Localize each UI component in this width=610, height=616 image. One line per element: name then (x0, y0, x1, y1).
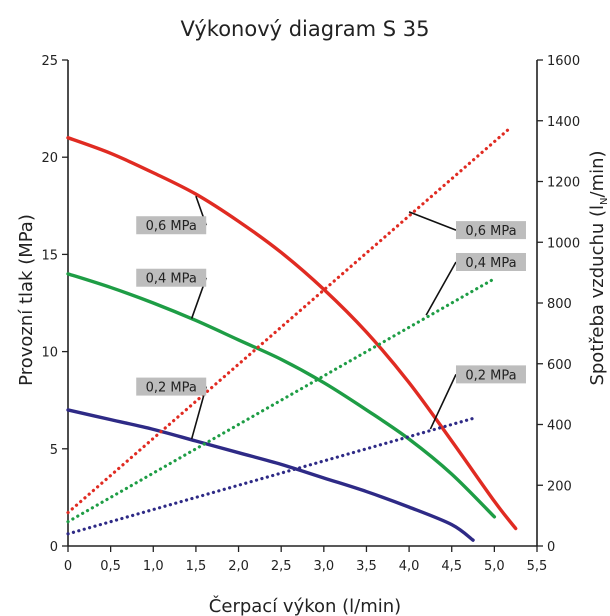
x-tick-label: 0 (64, 559, 72, 574)
x-tick-label: 2,0 (228, 559, 249, 574)
y-left-tick-label: 25 (41, 54, 58, 69)
callout-leader (425, 261, 457, 316)
series-line-pressure-0 (66, 136, 518, 531)
y-axis-left-label: Provozní tlak (MPa) (16, 214, 37, 386)
series-line-pressure-1 (66, 272, 497, 519)
y-left-tick-label: 20 (41, 151, 58, 166)
callout-box (455, 221, 526, 240)
y-right-tick-label: 1400 (547, 115, 580, 130)
x-tick-label: 1,0 (143, 559, 164, 574)
series-line-pressure-2 (66, 408, 475, 542)
callout-label: 0,4 MPa (146, 272, 197, 287)
chart-title: Výkonový diagram S 35 (181, 17, 430, 41)
y-right-tick-label: 200 (547, 479, 572, 494)
y-right-tick-label: 800 (547, 297, 572, 312)
x-tick-label: 4,0 (399, 559, 420, 574)
y-right-tick-label: 400 (547, 419, 572, 434)
callout-label: 0,2 MPa (465, 368, 516, 383)
x-tick-label: 4,5 (441, 559, 462, 574)
y-right-tick-label: 1200 (547, 176, 580, 191)
callout-box (136, 216, 207, 235)
y-left-tick-label: 15 (41, 248, 58, 263)
x-tick-label: 1,5 (186, 559, 207, 574)
y-right-tick-label: 1000 (547, 236, 580, 251)
callout-label: 0,6 MPa (146, 219, 197, 234)
x-tick-label: 2,5 (271, 559, 292, 574)
x-tick-label: 5,0 (484, 559, 505, 574)
x-axis-label: Čerpací výkon (l/min) (209, 595, 401, 616)
callout-label: 0,6 MPa (465, 224, 516, 239)
y-left-tick-label: 0 (50, 540, 58, 555)
y-right-tick-label: 1600 (547, 54, 580, 69)
y-axis-right-label-end: /min) (587, 150, 608, 197)
y-axis-right-label-main: Spotřeba vzduchu (l (587, 205, 608, 386)
x-tick-label: 5,5 (527, 559, 548, 574)
y-right-tick-label: 0 (547, 540, 555, 555)
x-tick-label: 3,0 (313, 559, 334, 574)
callout-leader (408, 211, 457, 231)
y-axis-right-label: Spotřeba vzduchu (lN/min) (587, 150, 610, 385)
series-line-consumption-5 (66, 416, 475, 536)
callout-box (455, 365, 526, 384)
series-line-consumption-4 (66, 277, 496, 524)
y-axis-right-label-sub: N (599, 197, 610, 204)
series-line-consumption-3 (66, 125, 514, 515)
callout-label: 0,2 MPa (146, 381, 197, 396)
y-left-tick-label: 10 (41, 346, 58, 361)
callout-leader (429, 374, 457, 430)
callout-label: 0,4 MPa (465, 256, 516, 271)
callout-box (455, 252, 526, 271)
x-tick-label: 0,5 (100, 559, 121, 574)
y-left-tick-label: 5 (50, 443, 58, 458)
callout-box (136, 377, 207, 396)
y-right-tick-label: 600 (547, 358, 572, 373)
callout-box (136, 268, 207, 287)
x-tick-label: 3,5 (356, 559, 377, 574)
